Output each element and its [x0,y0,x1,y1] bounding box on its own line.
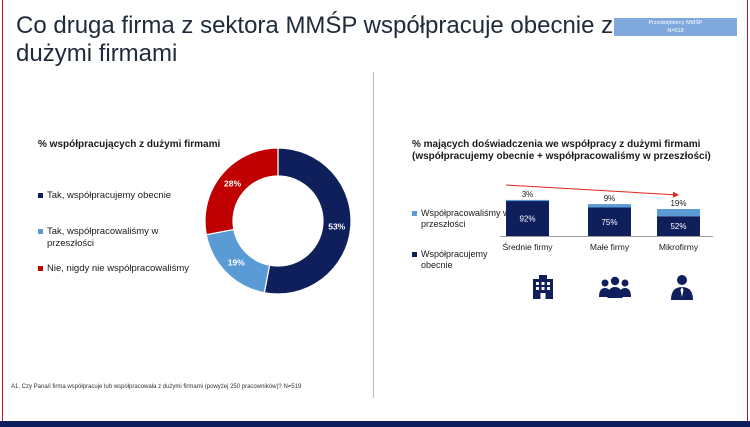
bar-value-current: 75% [601,218,617,227]
frame-border-right [747,0,748,427]
bar-legend-item-current: Współpracujemy obecnie [412,249,512,271]
bar-segment-current [657,216,700,236]
slide-title: Co druga firma z sektora MMŚP współpracu… [16,12,614,67]
bar-legend-item-past: Współpracowaliśmy w przeszłości [412,208,512,230]
donut-chart-title: % współpracujących z dużymi firmami [38,139,221,150]
legend-label-never: Nie, nigdy nie współpracowaliśmy [47,263,190,274]
donut-slice [263,147,352,295]
trend-arrow [505,184,679,198]
bar-segment-current [506,201,549,236]
bar-segment-current [588,207,631,236]
legend-item-current: Tak, współpracujemy obecnie [38,190,171,202]
section-divider [373,72,374,398]
frame-border-left [2,0,3,427]
bar-value-past: 3% [522,190,534,199]
footnote: A1. Czy Pana/i firma współpracuje lub ws… [11,384,302,390]
donut-chart: 53% 19% 28% [204,147,352,295]
building-icon [529,273,557,306]
sample-badge-line2: N=518 [667,28,684,34]
bar-chart-title-block: % mających doświadczenia we współpracy z… [412,139,732,163]
person-icon [668,273,696,306]
bar-category-label: Mikrofirmy [659,242,699,252]
stacked-bar-chart: 92% 3% Średnie firmy 75% 9% Małe firmy 52% 19% M… [500,184,713,252]
donut-slice [204,147,279,236]
legend-label-current: Tak, współpracujemy obecnie [47,190,172,201]
bar-legend-label-current: Współpracujemy obecnie [421,249,488,270]
donut-slice-label: 19% [228,258,245,268]
bar-legend-swatch-lightblue [412,211,417,216]
bar-chart-title: % mających doświadczenia we współpracy z… [412,139,701,150]
bar-legend-label-past: Współpracowaliśmy w przeszłości [421,208,510,229]
bar-value-past: 19% [670,199,686,208]
bar-category-label: Średnie firmy [502,241,553,252]
bar-segment-past [657,209,700,217]
bottom-bar [0,421,750,427]
legend-swatch-navy [38,193,43,198]
bar-chart-subtitle: (współpracujemy obecnie + współpracowali… [412,151,711,162]
legend-item-never: Nie, nigdy nie współpracowaliśmy [38,263,189,275]
sample-badge-line1: Przedsiębiorcy MMŚP [648,20,703,26]
bar-value-current: 92% [519,215,535,224]
bar-value-past: 9% [604,194,616,203]
sample-badge: Przedsiębiorcy MMŚP N=518 [614,18,737,36]
legend-label-past: Tak, współpracowaliśmy w przeszłości [47,226,159,249]
bar-legend-swatch-navy [412,252,417,257]
bar-segment-past [588,204,631,208]
donut-slice-label: 28% [224,178,241,188]
bar-category-label: Małe firmy [590,242,630,252]
bar-segment-past [506,199,549,202]
donut-slice-label: 53% [328,222,345,232]
bar-value-current: 52% [670,222,686,231]
legend-item-past: Tak, współpracowaliśmy w przeszłości [38,226,168,250]
legend-swatch-red [38,266,43,271]
legend-swatch-lightblue [38,229,43,234]
people-group-icon [598,273,632,306]
